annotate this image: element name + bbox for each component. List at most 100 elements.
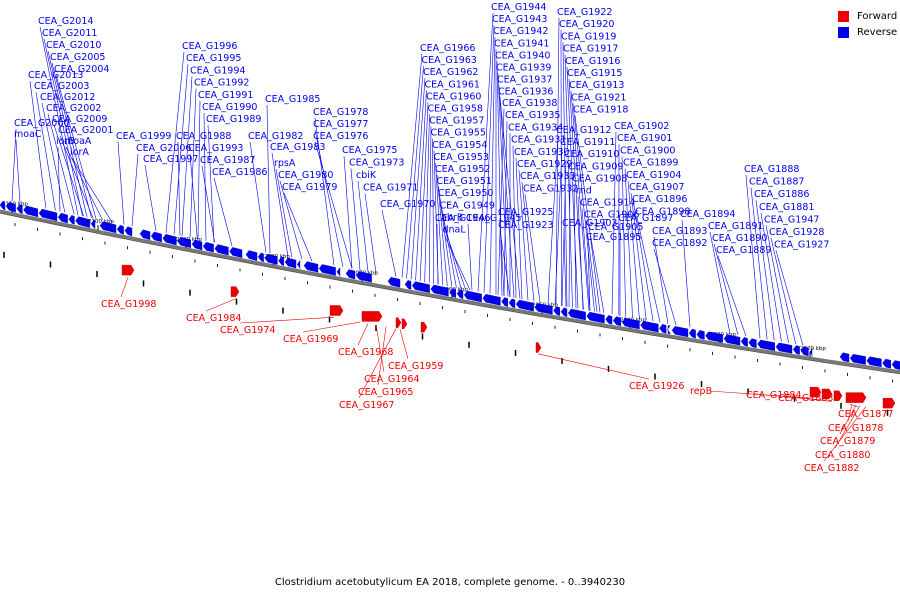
figure-caption: Clostridium acetobutylicum EA 2018, comp… bbox=[274, 577, 626, 588]
reverse-gene-arrow bbox=[75, 216, 90, 228]
reverse-leader-line bbox=[266, 104, 271, 254]
reverse-gene-label: CEA_G1941 bbox=[494, 38, 549, 49]
reverse-gene-label: CEA_G1976 bbox=[313, 131, 368, 142]
reverse-gene-label: CEA_G1929 bbox=[517, 159, 572, 170]
reverse-gene-label: CEA_G1971 bbox=[363, 183, 418, 194]
reverse-gene-label: CEA_G1980 bbox=[278, 170, 333, 181]
reverse-gene-arrow bbox=[482, 294, 501, 306]
reverse-gene-label: CEA_G1943 bbox=[492, 14, 547, 25]
forward-leader-line bbox=[205, 298, 237, 312]
reverse-gene-arrow bbox=[229, 247, 243, 259]
reverse-leader-line bbox=[275, 168, 293, 258]
reverse-leader-line bbox=[271, 152, 289, 257]
reverse-gene-label: CEA_G1986 bbox=[212, 167, 267, 178]
reverse-gene-arrow bbox=[586, 311, 605, 324]
reverse-leader-line bbox=[554, 148, 563, 305]
forward-gene-arrow bbox=[395, 317, 402, 328]
reverse-leader-line bbox=[745, 174, 761, 339]
reverse-gene-label: CEA_G1992 bbox=[194, 78, 249, 89]
reverse-leader-line bbox=[630, 192, 647, 321]
reverse-gene-arrow bbox=[68, 215, 75, 225]
forward-leader-line bbox=[302, 321, 361, 333]
reverse-gene-arrow bbox=[162, 234, 177, 246]
reverse-gene-label: CEA_G1966 bbox=[420, 43, 475, 54]
reverse-gene-label: CEA_G2006 bbox=[136, 143, 191, 154]
reverse-gene-label: CEA_G1957 bbox=[429, 116, 484, 127]
reverse-gene-arrow bbox=[501, 297, 508, 307]
scale-label: 2030 kbp bbox=[710, 332, 736, 338]
reverse-gene-arrow bbox=[839, 352, 850, 363]
reverse-gene-arrow bbox=[456, 289, 464, 300]
reverse-gene-label: iorA bbox=[70, 147, 89, 158]
reverse-gene-label: CEA_G1970 bbox=[380, 199, 435, 210]
reverse-gene-arrow bbox=[278, 256, 284, 267]
reverse-gene-arrow bbox=[284, 257, 297, 269]
reverse-leader-line bbox=[627, 180, 640, 319]
reverse-gene-label: CEA_G1985 bbox=[265, 94, 320, 105]
reverse-gene-arrow bbox=[605, 315, 613, 325]
reverse-leader-line bbox=[15, 139, 21, 204]
reverse-leader-line bbox=[350, 168, 361, 271]
reverse-gene-label: CEA_G1925 bbox=[498, 207, 553, 218]
reverse-gene-label: CEA_G1932 bbox=[523, 183, 578, 194]
reverse-leader-line bbox=[572, 103, 595, 312]
reverse-leader-line bbox=[653, 248, 677, 326]
reverse-leader-line bbox=[71, 157, 113, 223]
reverse-gene-label: CEA_G1935 bbox=[505, 110, 560, 121]
reverse-gene-label: CEA_G1891 bbox=[708, 221, 763, 232]
reverse-gene-label: CEA_G1922 bbox=[557, 7, 612, 18]
reverse-gene-label: CEA_G1947 bbox=[764, 214, 819, 225]
reverse-gene-arrow bbox=[792, 345, 800, 355]
forward-gene-label: CEA_G1880 bbox=[815, 450, 870, 461]
reverse-leader-line bbox=[51, 62, 92, 218]
reverse-gene-label: CEA_G1896 bbox=[632, 194, 687, 205]
forward-leader-line bbox=[823, 406, 867, 462]
reverse-gene-label: CEA_G1982 bbox=[248, 131, 303, 142]
forward-gene-arrow bbox=[809, 386, 822, 398]
reverse-gene-label: CEA_G1946 bbox=[435, 213, 490, 224]
forward-gene-label: CEA_G1984 bbox=[186, 313, 241, 324]
reverse-gene-label: CEA_G1887 bbox=[749, 177, 804, 188]
reverse-gene-arrow bbox=[740, 337, 748, 347]
reverse-leader-line bbox=[760, 212, 782, 342]
forward-gene-arrow bbox=[401, 318, 408, 329]
reverse-gene-label: CEA_G1894 bbox=[680, 209, 735, 220]
reverse-leader-line bbox=[189, 153, 198, 240]
scale-label: 2020 kbp bbox=[800, 346, 826, 352]
forward-gene-label: CEA_G1882 bbox=[804, 463, 859, 474]
reverse-gene-label: CEA_G1892 bbox=[652, 238, 707, 249]
reverse-gene-label: cbiK bbox=[356, 170, 377, 181]
reverse-gene-arrow bbox=[404, 280, 412, 290]
reverse-leader-line bbox=[555, 17, 560, 305]
reverse-gene-label: CEA_G1897 bbox=[618, 213, 673, 224]
reverse-leader-line bbox=[419, 102, 429, 282]
reverse-leader-line bbox=[573, 184, 577, 309]
reverse-gene-arrow bbox=[191, 239, 203, 251]
forward-gene-label: CEA_G1974 bbox=[220, 325, 275, 336]
reverse-leader-line bbox=[406, 66, 424, 279]
reverse-leader-line bbox=[574, 115, 601, 313]
reverse-gene-label: CEA_G1918 bbox=[573, 105, 628, 116]
reverse-gene-label: CEA_G1942 bbox=[493, 26, 548, 37]
reverse-leader-line bbox=[566, 66, 579, 309]
reverse-leader-line bbox=[717, 255, 747, 337]
reverse-leader-line bbox=[279, 180, 303, 260]
reverse-leader-line bbox=[564, 54, 573, 308]
reverse-gene-label: CEA_G1928 bbox=[769, 227, 824, 238]
reverse-gene-label: CEA_G1914 bbox=[580, 198, 635, 209]
reverse-gene-label: CEA_G1936 bbox=[498, 87, 553, 98]
forward-swatch bbox=[838, 10, 849, 22]
reverse-gene-label: CEA_G1989 bbox=[206, 114, 261, 125]
forward-leader-line bbox=[839, 404, 857, 435]
forward-gene-label: CEA_G1878 bbox=[828, 423, 883, 434]
reverse-gene-label: CEA_G1889 bbox=[716, 245, 771, 256]
forward-gene-label: CEA_G1959 bbox=[388, 361, 443, 372]
reverse-gene-arrow bbox=[5, 202, 16, 213]
forward-leader-line bbox=[375, 324, 385, 373]
reverse-leader-line bbox=[589, 232, 605, 314]
reverse-gene-label: CEA_G1881 bbox=[759, 202, 814, 213]
reverse-leader-line bbox=[177, 141, 181, 236]
reverse-gene-label: CEA_G1937 bbox=[497, 75, 552, 86]
reverse-leader-line bbox=[497, 73, 509, 297]
reverse-leader-line bbox=[213, 177, 233, 246]
